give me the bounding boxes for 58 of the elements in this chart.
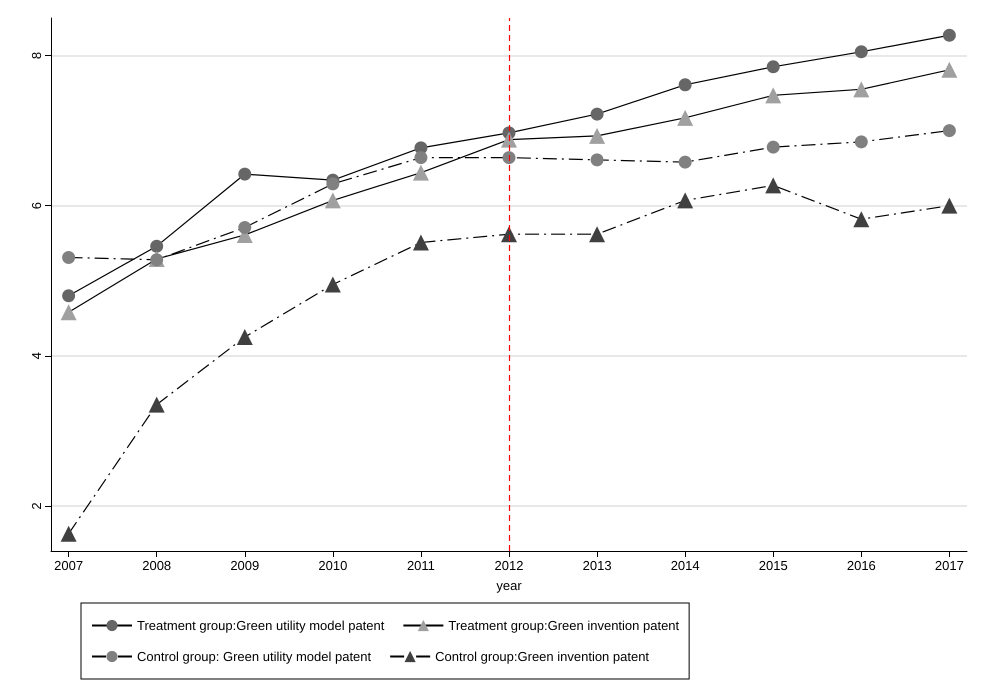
point (150, 240, 164, 253)
point (854, 45, 868, 58)
x-tick-label: 2010 (318, 558, 348, 573)
x-tick-label: 2013 (582, 558, 612, 573)
point (60, 526, 77, 542)
point (326, 177, 340, 190)
point (589, 226, 606, 242)
point (765, 87, 782, 104)
point (324, 276, 341, 292)
point (412, 164, 429, 181)
point (62, 250, 76, 264)
point (412, 234, 429, 250)
x-tick-label: 2008 (142, 558, 172, 573)
point (238, 168, 252, 181)
point (677, 110, 694, 126)
point (589, 128, 606, 144)
point (678, 156, 692, 169)
point (502, 151, 516, 164)
legend-label: Control group: Green utility model patent (137, 649, 372, 664)
x-tick-label: 2007 (54, 558, 84, 573)
point (148, 396, 165, 413)
point (678, 78, 692, 92)
y-tick-label: 4 (29, 352, 44, 360)
x-tick-label: 2011 (406, 558, 435, 573)
x-tick-label: 2012 (494, 558, 524, 573)
point (942, 124, 956, 138)
point (677, 192, 694, 208)
x-tick-label: 2014 (670, 558, 700, 573)
point (238, 220, 252, 234)
x-tick-label: 2016 (846, 558, 876, 573)
point (590, 153, 604, 166)
point (765, 177, 782, 194)
point (942, 28, 956, 42)
legend-label: Control group:Green invention patent (435, 649, 650, 664)
point (766, 60, 780, 74)
legend-label: Treatment group:Green utility model patent (137, 618, 385, 633)
point (854, 135, 868, 148)
legend-label: Treatment group:Green invention patent (448, 618, 680, 633)
point (414, 151, 428, 164)
point (501, 132, 517, 148)
point (941, 198, 958, 214)
point (766, 140, 780, 154)
point (941, 62, 958, 78)
point (60, 304, 77, 320)
point (324, 192, 341, 208)
point (501, 226, 517, 242)
point (62, 289, 76, 302)
x-tick-label: 2017 (934, 558, 964, 573)
point (236, 329, 253, 346)
point (590, 108, 604, 121)
x-tick-label: 2009 (230, 558, 260, 573)
y-tick-label: 8 (29, 52, 44, 60)
y-tick-label: 2 (29, 502, 44, 510)
x-axis-title: year (496, 578, 522, 593)
y-tick-label: 6 (29, 202, 44, 210)
point (853, 81, 870, 98)
point (853, 211, 870, 228)
x-tick-label: 2015 (758, 558, 788, 573)
